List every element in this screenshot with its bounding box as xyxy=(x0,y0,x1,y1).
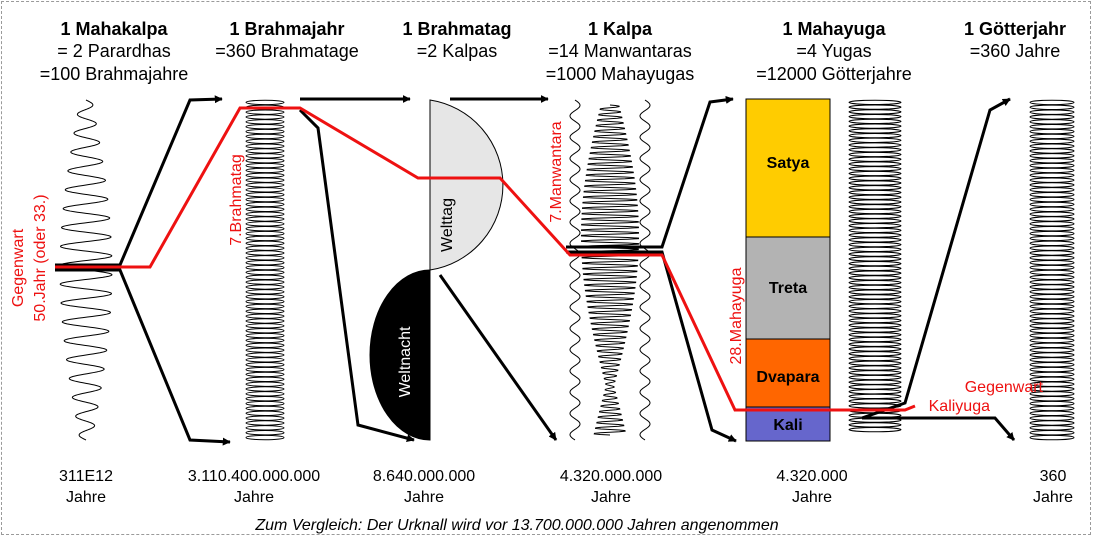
yuga-bar-satya xyxy=(745,98,831,238)
brahmajahr-unit: Jahre xyxy=(234,489,274,506)
kalpa-duration: 4.320.000.000 xyxy=(560,468,662,485)
brahmajahr-line-1: =360 Brahmatage xyxy=(215,41,359,61)
weltnacht-night-halfdisc xyxy=(369,269,431,441)
kaliyuga-label: Kaliyuga xyxy=(929,398,990,415)
goetterjahr-coil xyxy=(1029,99,1075,441)
goetterjahr-unit: Jahre xyxy=(1033,489,1073,506)
weltnacht-label: Weltnacht xyxy=(397,326,414,397)
kalpa-left-border-wave xyxy=(569,99,581,441)
connector-arrows xyxy=(55,95,1016,446)
brahmajahr-title: 1 Brahmajahr xyxy=(229,19,344,39)
mahayuga-duration: 4.320.000 xyxy=(776,468,847,485)
footer-note: Zum Vergleich: Der Urknall wird vor 13.7… xyxy=(254,517,778,534)
kalpa-right-border-wave xyxy=(639,99,651,441)
brahmatag-unit: Jahre xyxy=(404,489,444,506)
kalpa-line-2: =1000 Mahayugas xyxy=(546,64,695,84)
brahmajahr-coil xyxy=(245,99,285,441)
goetterjahr-title: 1 Götterjahr xyxy=(964,19,1066,39)
yuga-label-dvapara: Dvapara xyxy=(756,369,819,386)
mahayuga-title: 1 Mahayuga xyxy=(782,19,886,39)
gegenwart-left-label: Gegenwart xyxy=(10,228,27,307)
kalpa-unit: Jahre xyxy=(591,489,631,506)
kalpa-inner-wave xyxy=(580,104,640,436)
welttag-label: Welttag xyxy=(439,198,456,252)
brahmatag-line-1: =2 Kalpas xyxy=(417,41,498,61)
wave-graphics xyxy=(59,99,1075,441)
yuga-bar-kali xyxy=(745,406,831,442)
red-highlight-path xyxy=(55,106,916,412)
mahakalpa-unit: Jahre xyxy=(66,489,106,506)
yuga-label-kali: Kali xyxy=(773,417,802,434)
yuga-bar-dvapara xyxy=(745,338,831,408)
mahayuga-unit: Jahre xyxy=(792,489,832,506)
seventh-brahmatag-label: 7.Brahmatag xyxy=(228,154,245,246)
brahmatag-duration: 8.640.000.000 xyxy=(373,468,475,485)
mahayuga-line-1: =4 Yugas xyxy=(796,41,871,61)
gegenwart-right-label: Gegenwart xyxy=(965,379,1044,396)
weltnacht-day-halfdisc xyxy=(429,99,504,271)
mahakalpa-line-2: =100 Brahmajahre xyxy=(40,64,189,84)
yuga-label-satya: Satya xyxy=(767,155,810,172)
brahmajahr-duration: 3.110.400.000.000 xyxy=(188,468,320,485)
mahakalpa-title: 1 Mahakalpa xyxy=(60,19,168,39)
seventh-manwantara-label: 7.Manwantara xyxy=(548,121,565,222)
twentyeighth-mahayuga-label: 28.Mahayuga xyxy=(728,267,745,364)
brahmatag-title: 1 Brahmatag xyxy=(402,19,511,39)
mahayuga-coil xyxy=(848,99,902,433)
goetterjahr-duration: 360 xyxy=(1040,468,1067,485)
mahakalpa-duration: 311E12 xyxy=(59,468,113,485)
goetterjahr-line-1: =360 Jahre xyxy=(970,41,1061,61)
mahakalpa-line-1: = 2 Parardhas xyxy=(57,41,171,61)
yuga-label-treta: Treta xyxy=(769,280,807,297)
kalpa-title: 1 Kalpa xyxy=(588,19,653,39)
mahayuga-line-2: =12000 Götterjahre xyxy=(756,64,912,84)
yuga-bar-treta xyxy=(745,236,831,340)
kalpa-line-1: =14 Manwantaras xyxy=(548,41,692,61)
fiftieth-year-label: 50.Jahr (oder 33.) xyxy=(32,194,49,321)
